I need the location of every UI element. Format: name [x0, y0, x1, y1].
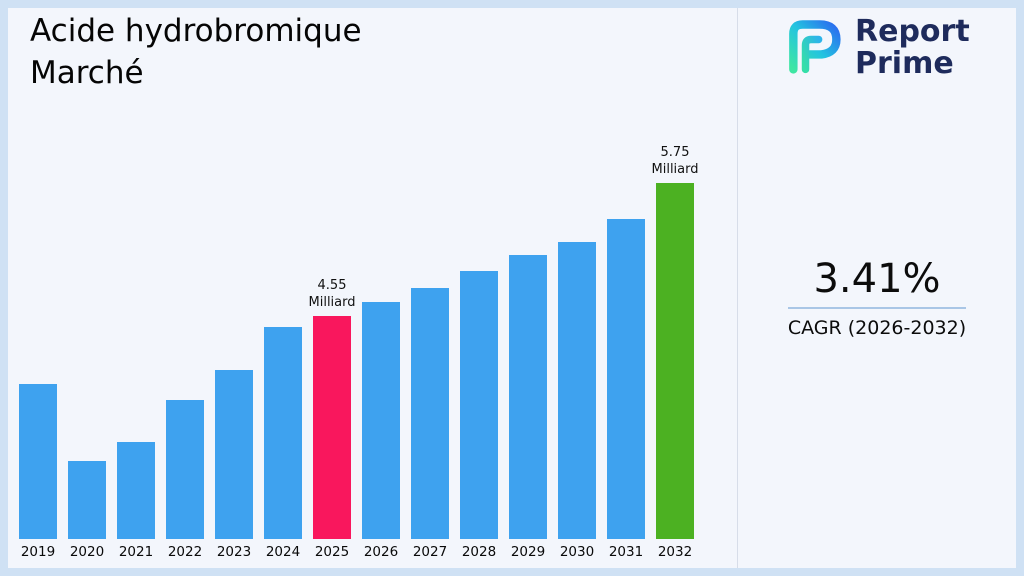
bar-column-2030: 2030: [558, 242, 596, 560]
bar-2031: [607, 219, 645, 539]
x-axis-label-2032: 2032: [657, 544, 693, 560]
bar-2028: [460, 271, 498, 539]
bar-column-2026: 2026: [362, 302, 400, 560]
bar-2027: [411, 288, 449, 539]
x-axis-label-2031: 2031: [608, 544, 644, 560]
x-axis-label-2022: 2022: [167, 544, 203, 560]
page-title: Acide hydrobromique Marché: [30, 10, 362, 94]
logo-word-report: Report: [855, 14, 970, 49]
bar-2020: [68, 461, 106, 539]
page-title-line1: Acide hydrobromique: [30, 13, 362, 49]
x-axis-label-2028: 2028: [461, 544, 497, 560]
cagr-value: 3.41%: [813, 256, 941, 302]
x-axis-label-2029: 2029: [510, 544, 546, 560]
bar-2030: [558, 242, 596, 539]
bar-2021: [117, 442, 155, 539]
bar-column-2024: 2024: [264, 327, 302, 560]
report-prime-logo-icon: [780, 17, 846, 79]
logo-word-prime: Prime: [855, 46, 954, 81]
bar-column-2027: 2027: [411, 288, 449, 560]
bar-column-2029: 2029: [509, 255, 547, 560]
bar-value-label-2025: 4.55 Milliard: [308, 278, 356, 310]
bar-chart: 2019 2020 2021 2022 2023 2024 4.55 Milliard 2025…: [19, 144, 699, 560]
bar-column-2028: 2028: [460, 271, 498, 560]
bar-column-2031: 2031: [607, 219, 645, 560]
bar-2032: [656, 183, 694, 539]
bar-column-2022: 2022: [166, 400, 204, 560]
bar-column-2032: 5.75 Milliard 2032: [652, 144, 699, 560]
bar-2029: [509, 255, 547, 539]
bar-2023: [215, 370, 253, 539]
bar-2024: [264, 327, 302, 539]
bar-2019: [19, 384, 57, 539]
bar-column-2019: 2019: [19, 384, 57, 560]
report-prime-logo: Report Prime: [780, 16, 970, 80]
x-axis-label-2023: 2023: [216, 544, 252, 560]
bar-2026: [362, 302, 400, 539]
report-prime-wordmark: Report Prime: [855, 16, 970, 80]
bar-column-2020: 2020: [68, 461, 106, 560]
x-axis-label-2021: 2021: [118, 544, 154, 560]
cagr-label: CAGR (2026-2032): [787, 317, 967, 339]
x-axis-label-2026: 2026: [363, 544, 399, 560]
vertical-divider: [737, 8, 738, 568]
x-axis-label-2024: 2024: [265, 544, 301, 560]
bar-value-label-2032: 5.75 Milliard: [651, 145, 699, 177]
bar-2022: [166, 400, 204, 539]
bar-column-2023: 2023: [215, 370, 253, 560]
bar-column-2025: 4.55 Milliard 2025: [309, 277, 356, 560]
cagr-underline: [788, 307, 966, 309]
bar-column-2021: 2021: [117, 442, 155, 560]
x-axis-label-2020: 2020: [69, 544, 105, 560]
page-title-line2: Marché: [30, 55, 144, 91]
cagr-block: 3.41% CAGR (2026-2032): [737, 256, 1016, 339]
x-axis-label-2025: 2025: [314, 544, 350, 560]
bar-2025: [313, 316, 351, 539]
x-axis-label-2027: 2027: [412, 544, 448, 560]
x-axis-label-2030: 2030: [559, 544, 595, 560]
x-axis-label-2019: 2019: [20, 544, 56, 560]
